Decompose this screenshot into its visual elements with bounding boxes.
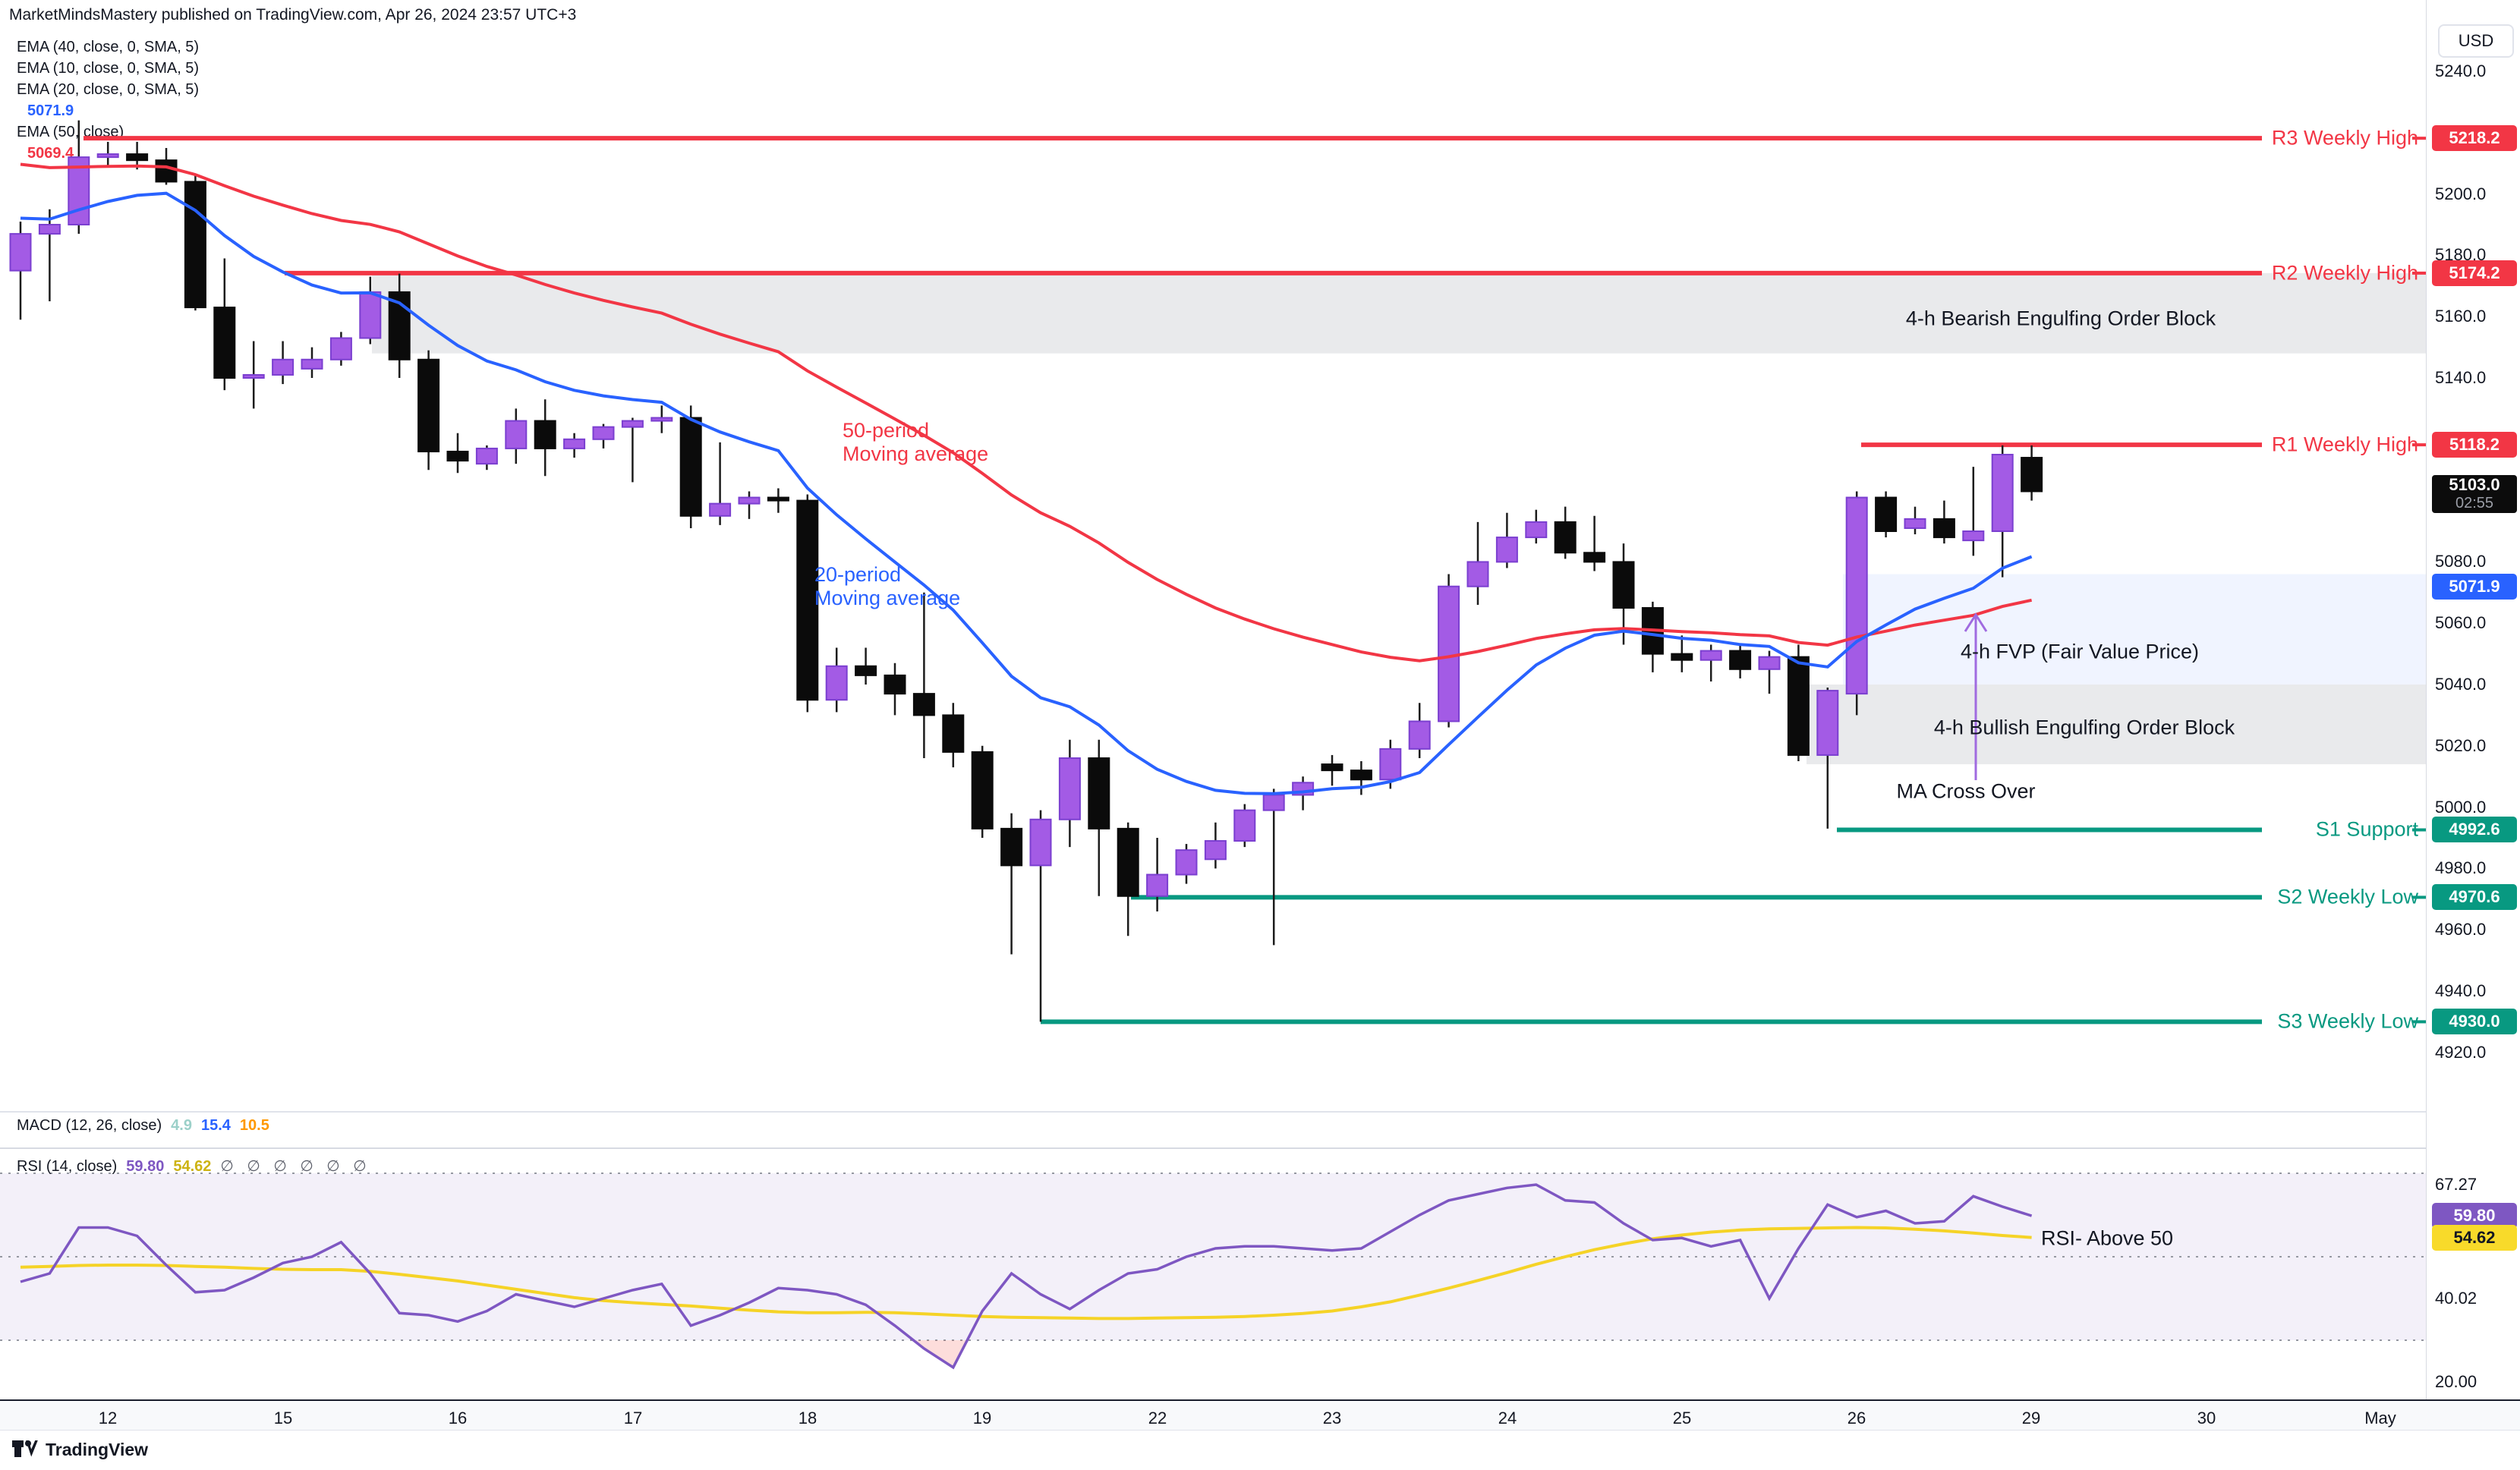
- publish-title: MarketMindsMastery published on TradingV…: [9, 6, 577, 24]
- ma20-annotation: 20-period Moving average: [814, 563, 961, 609]
- rsi-tick-40.02: 40.02: [2435, 1288, 2477, 1308]
- price-tick-5020: 5020.0: [2435, 735, 2487, 755]
- rsi-oversold-fill: [913, 1340, 968, 1368]
- zone-bullish-ob: [1807, 685, 2426, 765]
- fvp-label: 4-h FVP (Fair Value Price): [1960, 640, 2200, 663]
- level-label-r1: R1 Weekly High: [2271, 433, 2418, 456]
- xaxis-label-19: 19: [972, 1409, 992, 1428]
- macd-indicator-row[interactable]: MACD (12, 26, close) 4.9 15.4 10.5: [17, 1117, 269, 1135]
- macd-label: MACD (12, 26, close): [17, 1117, 162, 1134]
- xaxis-label-23: 23: [1322, 1409, 1342, 1428]
- ma-crossover-arrowhead: [1964, 612, 1988, 632]
- tradingview-logo-icon: [12, 1440, 38, 1460]
- legend-row-1[interactable]: EMA (10, close, 0, SMA, 5): [17, 58, 199, 79]
- xaxis-label-24: 24: [1498, 1409, 1517, 1428]
- legend-row-0[interactable]: EMA (40, close, 0, SMA, 5): [17, 36, 199, 58]
- rsi-label: RSI (14, close): [17, 1158, 118, 1175]
- rsi-ma-line: [20, 1226, 2032, 1320]
- tradingview-logo-text: TradingView: [46, 1440, 149, 1459]
- macd-value: 10.5: [239, 1117, 269, 1134]
- rsi-badge-59.80: 59.80: [2432, 1203, 2517, 1229]
- price-tick-5080: 5080.0: [2435, 552, 2487, 571]
- price-tick-4960: 4960.0: [2435, 920, 2487, 940]
- xaxis-label-12: 12: [98, 1409, 118, 1428]
- rsi-above-50-label: RSI- Above 50: [2040, 1226, 2174, 1250]
- current-price: 5103.0: [2449, 475, 2500, 494]
- price-tick-4940: 4940.0: [2435, 981, 2487, 1000]
- currency-button[interactable]: USD: [2438, 24, 2514, 58]
- price-tick-4980: 4980.0: [2435, 858, 2487, 878]
- price-tick-4920: 4920.0: [2435, 1042, 2487, 1062]
- price-tick-5000: 5000.0: [2435, 797, 2487, 817]
- price-tick-5160: 5160.0: [2435, 307, 2487, 326]
- macd-value: 4.9: [171, 1117, 192, 1134]
- xaxis-label-18: 18: [798, 1409, 817, 1428]
- xaxis-label-22: 22: [1148, 1409, 1167, 1428]
- footer: TradingView: [0, 1430, 2520, 1470]
- rsi-value: 54.62: [173, 1158, 212, 1175]
- ma50-line: [20, 162, 2033, 663]
- ma50-annotation: 50-period Moving average: [843, 419, 989, 465]
- current-price-badge: 5103.0 02:55: [2432, 475, 2517, 513]
- macd-value: 15.4: [200, 1117, 231, 1134]
- candle-series[interactable]: [9, 120, 2043, 1022]
- zone-fvp: [1843, 574, 2426, 685]
- bearish-ob-label: 4-h Bearish Engulfing Order Block: [1905, 307, 2216, 330]
- xaxis-label-26: 26: [1847, 1409, 1866, 1428]
- xaxis-label-May: May: [2364, 1409, 2396, 1428]
- rsi-tick-67.27: 67.27: [2435, 1175, 2477, 1194]
- price-tick-5140: 5140.0: [2435, 368, 2487, 387]
- price-tick-5240: 5240.0: [2435, 61, 2487, 80]
- level-badge-s1: 4992.6: [2432, 817, 2517, 843]
- price-tick-5200: 5200.0: [2435, 184, 2487, 203]
- level-label-s2: S2 Weekly Low: [2277, 885, 2418, 908]
- price-tick-5060: 5060.0: [2435, 613, 2487, 633]
- rsi-empty-values: ∅ ∅ ∅ ∅ ∅ ∅: [220, 1158, 371, 1175]
- level-badge-s3: 4930.0: [2432, 1009, 2517, 1035]
- level-label-r2: R2 Weekly High: [2271, 261, 2418, 285]
- xaxis-label-25: 25: [1672, 1409, 1692, 1428]
- bullish-ob-label: 4-h Bullish Engulfing Order Block: [1933, 716, 2235, 739]
- time-axis[interactable]: [0, 1399, 2520, 1430]
- ema20-badge: 5071.9: [2432, 574, 2517, 600]
- level-label-s1: S1 Support: [2315, 817, 2418, 841]
- rsi-indicator-row[interactable]: RSI (14, close) 59.80 54.62 ∅ ∅ ∅ ∅ ∅ ∅: [17, 1157, 371, 1176]
- legend-value: 5071.9: [27, 102, 74, 119]
- level-badge-r1: 5118.2: [2432, 432, 2517, 458]
- rsi-tick-20.00: 20.00: [2435, 1372, 2477, 1391]
- xaxis-label-30: 30: [2197, 1409, 2216, 1428]
- price-axis-border: [2426, 0, 2427, 1430]
- xaxis-label-17: 17: [623, 1409, 643, 1428]
- level-badge-r3: 5218.2: [2432, 125, 2517, 152]
- rsi-badge-54.62: 54.62: [2432, 1224, 2517, 1251]
- tradingview-logo[interactable]: TradingView: [12, 1440, 148, 1460]
- rsi-line: [20, 1183, 2033, 1370]
- ma20-line: [20, 191, 2033, 795]
- level-badge-r2: 5174.2: [2432, 260, 2517, 286]
- price-tick-5040: 5040.0: [2435, 675, 2487, 694]
- legend-label: EMA (40, close, 0, SMA, 5): [17, 39, 200, 55]
- legend-row-2[interactable]: EMA (20, close, 0, SMA, 5) 5071.9: [17, 79, 199, 121]
- ma-crossover-label: MA Cross Over: [1896, 779, 2036, 803]
- xaxis-label-15: 15: [273, 1409, 293, 1428]
- level-label-r3: R3 Weekly High: [2271, 126, 2418, 150]
- legend-value: 5069.4: [27, 145, 74, 162]
- level-badge-s2: 4970.6: [2432, 884, 2517, 911]
- legend-label: EMA (10, close, 0, SMA, 5): [17, 60, 200, 77]
- legend-label: EMA (20, close, 0, SMA, 5): [17, 81, 200, 98]
- rsi-value: 59.80: [126, 1158, 165, 1175]
- bar-countdown: 02:55: [2455, 495, 2494, 512]
- level-label-s3: S3 Weekly Low: [2277, 1009, 2418, 1033]
- xaxis-label-29: 29: [2021, 1409, 2041, 1428]
- xaxis-label-16: 16: [448, 1409, 468, 1428]
- zone-bearish-ob: [372, 272, 2426, 354]
